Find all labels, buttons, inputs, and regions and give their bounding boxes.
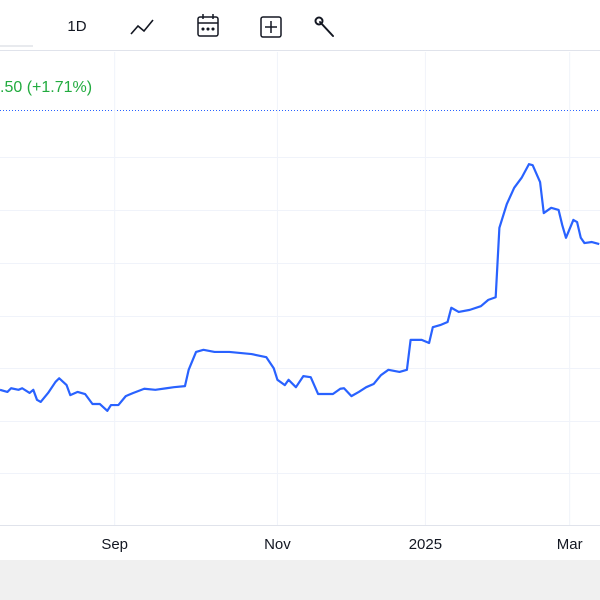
interval-button[interactable]: 1D	[67, 18, 86, 35]
price-line	[0, 163, 600, 412]
add-indicator-button[interactable]	[260, 16, 282, 38]
chart-type-button[interactable]	[130, 19, 154, 35]
x-tick-label: Mar	[557, 536, 583, 553]
settings-button[interactable]	[314, 16, 334, 37]
x-tick-label: Sep	[101, 536, 128, 553]
horizontal-grid	[0, 157, 600, 474]
x-tick-label: Nov	[264, 536, 291, 553]
footer-bar	[0, 560, 600, 600]
x-tick-label: 2025	[409, 536, 442, 553]
date-range-button[interactable]	[197, 14, 219, 37]
price-change: .50 (+1.71%)	[0, 79, 92, 96]
